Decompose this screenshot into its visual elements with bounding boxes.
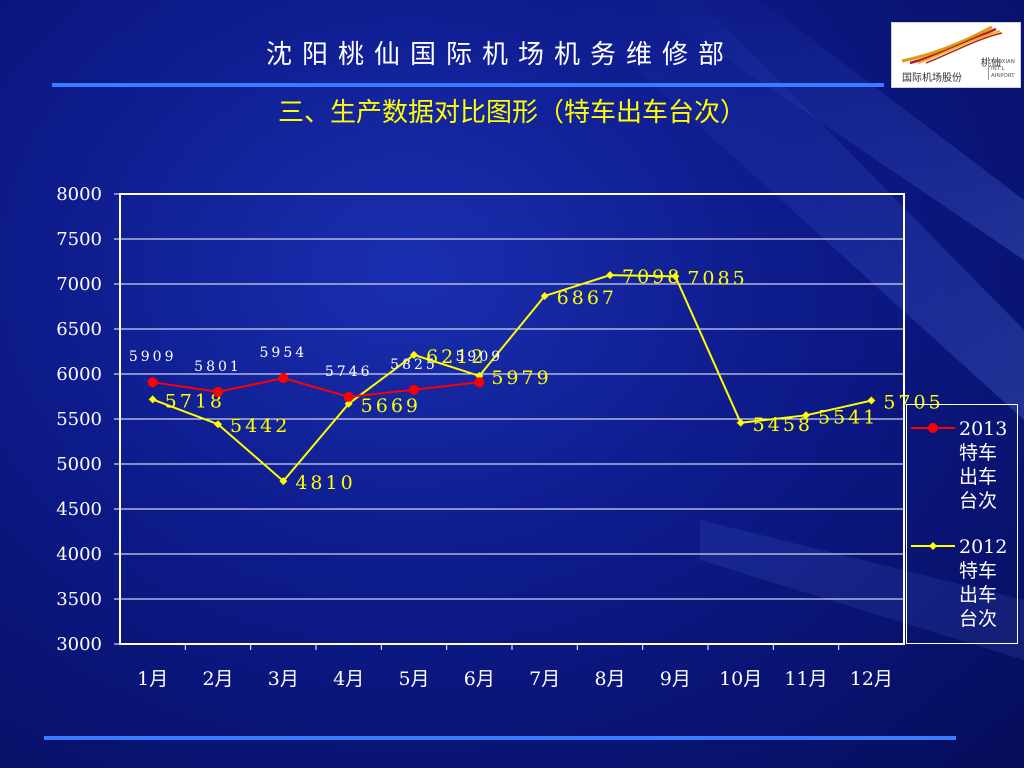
x-tick-label: 3月 [268,668,299,690]
data-label-2012: 6212 [426,346,486,368]
legend-label-2013: 2013特车出车台次 [959,418,1008,512]
data-label-2013: 5825 [390,357,438,373]
data-label-2012: 5458 [753,414,813,436]
data-point-2012 [671,272,680,281]
data-point-2012 [344,399,353,408]
data-label-2012: 4810 [295,472,355,494]
data-point-2012 [148,395,157,404]
x-tick-label: 9月 [660,668,691,690]
x-tick-label: 1月 [137,668,168,690]
data-label-2013: 5909 [129,349,177,365]
data-label-2012: 5718 [165,390,225,412]
logo-cn-top: 桃仙 [981,58,1001,69]
x-tick-label: 4月 [333,668,364,690]
y-tick-label: 3000 [56,634,102,655]
y-tick-label: 7500 [56,229,102,250]
x-tick-label: 5月 [398,668,429,690]
airport-logo: 桃仙 国际机场股份 TAOXIAN INT'L AIRPORT [891,22,1021,88]
data-point-2012 [736,418,745,427]
data-label-2012: 5442 [230,415,290,437]
series-line-2013 [152,377,480,398]
data-point-2012 [802,411,810,420]
header-title: 沈阳桃仙国际机场机务维修部 [265,40,734,70]
chart-legend: 2013特车出车台次 2012特车出车台次 [906,404,1018,644]
x-tick-label: 2月 [202,668,233,690]
chart-subtitle: 三、生产数据对比图形（特车出车台次） [277,98,746,128]
data-point-2013 [213,386,223,397]
y-tick-label: 6500 [56,319,102,340]
data-label-2012: 6867 [557,287,617,309]
data-label-2013: 5746 [325,364,373,380]
data-point-2013 [278,373,289,384]
data-point-2013 [474,377,485,388]
logo-en-line: TAOXIAN [991,59,1015,65]
data-point-2012 [214,420,222,429]
data-point-2012 [540,291,549,300]
data-point-2012 [867,396,876,405]
data-label-2012: 5541 [818,406,878,428]
y-tick-label: 5500 [56,409,102,430]
data-label-2013: 5801 [194,359,242,375]
data-point-2012 [279,477,288,486]
y-tick-label: 6000 [56,364,102,385]
series-line-2012 [152,274,872,483]
legend-label-2012: 2012特车出车台次 [959,536,1008,630]
data-point-2012 [606,271,614,280]
y-tick-label: 4500 [56,499,102,520]
data-label-2012: 7098 [622,266,682,288]
logo-en-line: AIRPORT [991,73,1015,79]
logo-en: TAOXIAN INT'L AIRPORT [988,59,1023,80]
legend-marker-2013 [911,423,955,433]
x-tick-label: 10月 [719,668,762,690]
data-point-2012 [410,350,418,359]
data-point-2013 [147,377,158,388]
data-point-2013 [409,384,419,395]
x-tick-label: 7月 [529,668,560,690]
logo-swoosh-icon [901,25,1003,65]
legend-marker-2012 [911,542,955,550]
logo-en-line: INT'L [991,66,1005,72]
data-label-2012: 7085 [687,267,747,289]
data-label-2013: 5954 [260,345,308,361]
footer-divider [44,736,956,740]
x-tick-label: 11月 [784,668,827,690]
x-tick-label: 6月 [464,668,495,690]
data-label-2012: 5705 [883,392,943,414]
data-label-2013: 5909 [456,349,504,365]
x-tick-label: 12月 [850,668,893,690]
data-label-2012: 5669 [361,395,421,417]
header-divider [52,83,884,87]
y-tick-label: 7000 [56,274,102,295]
data-label-2012: 5979 [491,367,551,389]
y-tick-label: 3500 [56,589,102,610]
x-tick-label: 8月 [594,668,625,690]
data-point-2013 [343,391,354,402]
logo-cn-bottom: 国际机场股份 [902,73,962,84]
y-tick-label: 4000 [56,544,102,565]
y-tick-label: 8000 [56,184,102,205]
y-tick-label: 5000 [56,454,102,475]
